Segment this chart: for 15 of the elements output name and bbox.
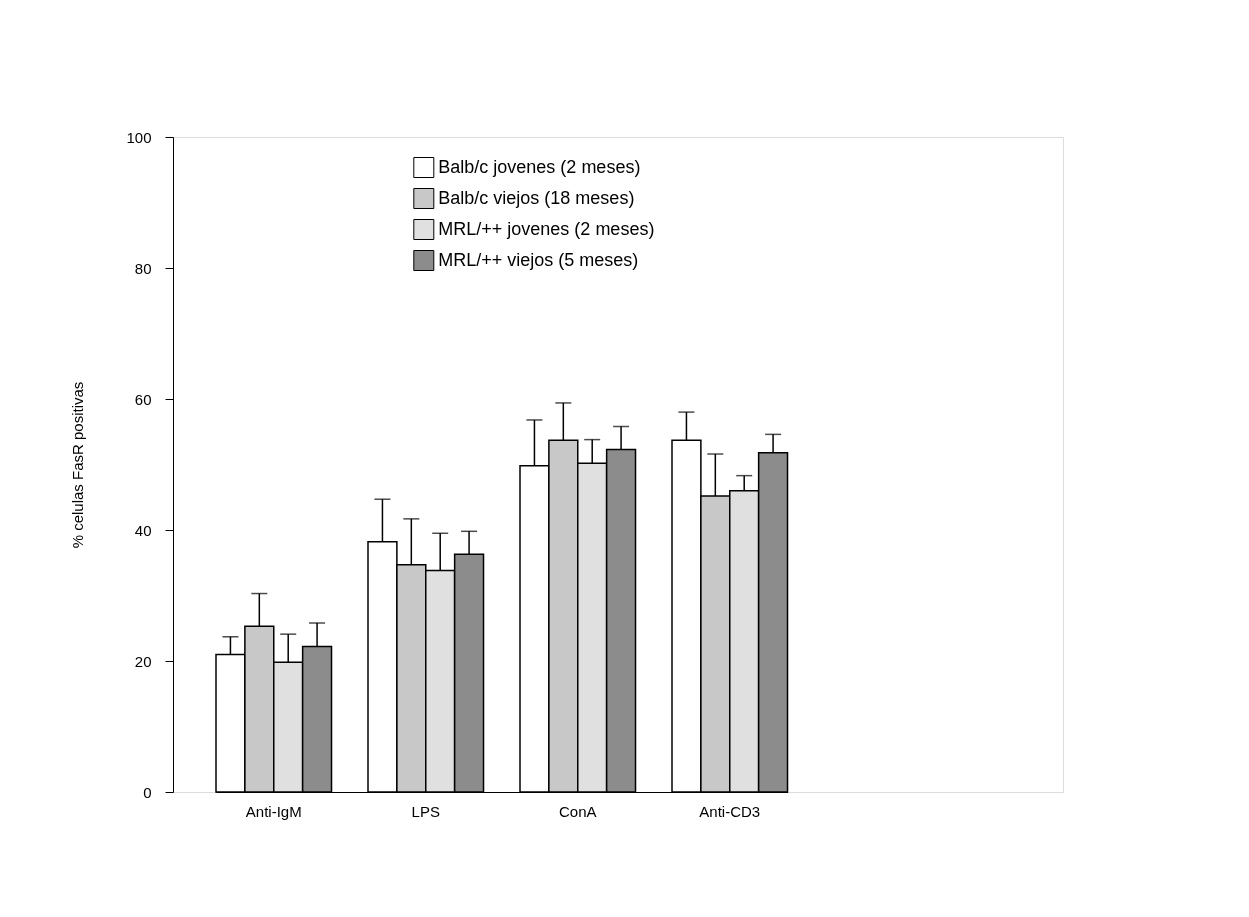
legend-label: MRL/++ jovenes (2 meses) <box>438 218 655 239</box>
y-tick-label: 80 <box>134 259 152 277</box>
y-tick-label: 100 <box>126 128 152 146</box>
x-tick-label: LPS <box>411 802 440 820</box>
x-tick-label: ConA <box>558 802 597 820</box>
y-tick-label: 20 <box>134 652 152 670</box>
legend-label: MRL/++ viejos (5 meses) <box>438 249 639 270</box>
y-tick-label: 40 <box>134 521 152 539</box>
y-axis-title: % celulas FasR positivas <box>69 381 87 549</box>
y-tick-label: 60 <box>134 390 152 408</box>
x-tick-label: Anti-CD3 <box>699 802 761 820</box>
x-tick-label: Anti-IgM <box>245 802 302 820</box>
y-tick-label: 0 <box>143 783 152 801</box>
legend-label: Balb/c viejos (18 meses) <box>438 187 635 208</box>
legend-label: Balb/c jovenes (2 meses) <box>438 156 641 177</box>
